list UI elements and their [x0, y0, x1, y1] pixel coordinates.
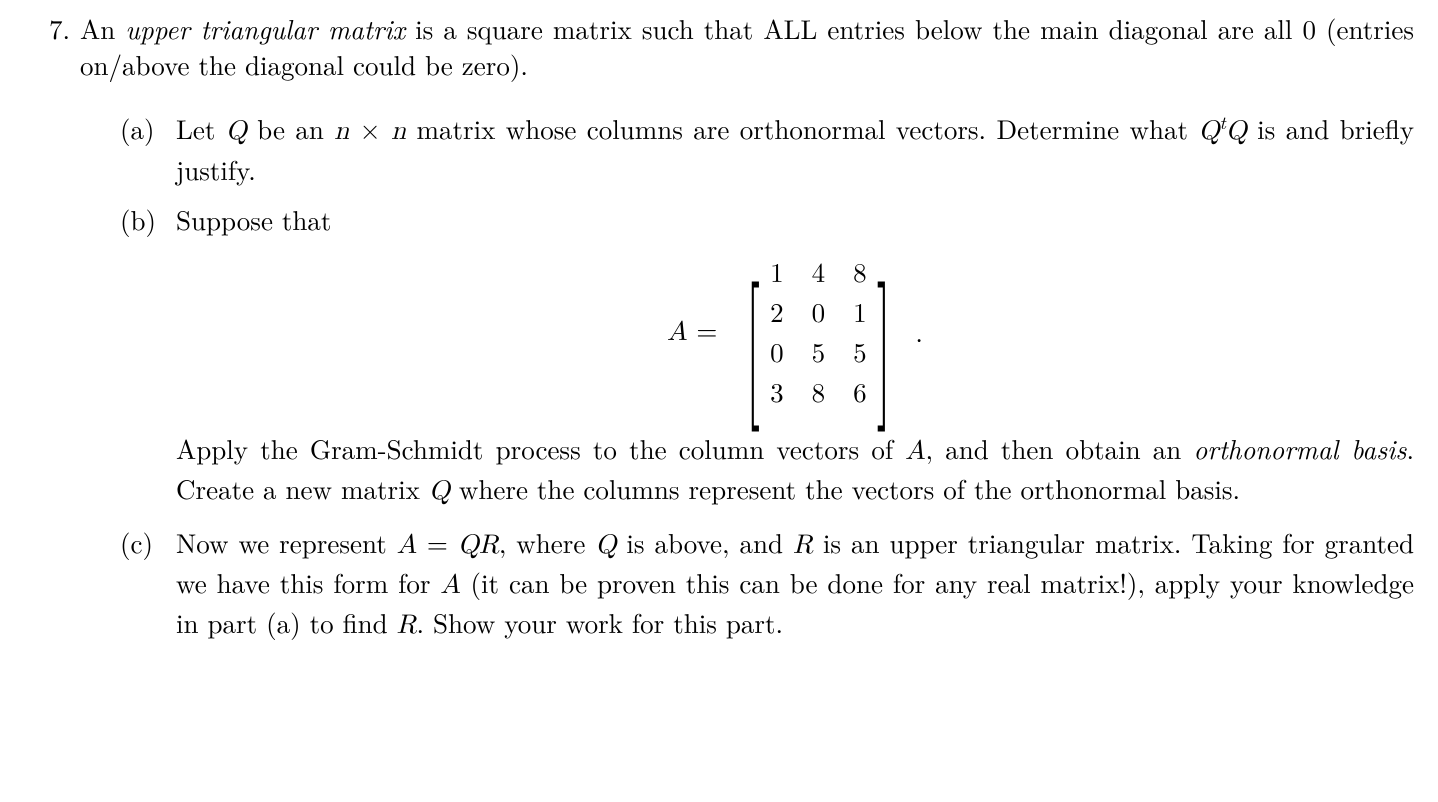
part-b: (b) Suppose that A = [ 1 [120, 201, 1414, 510]
a-text-2: be an [247, 109, 334, 147]
c-R3: R [397, 612, 417, 639]
matrix-row: 1 4 8 [756, 251, 881, 291]
problem-number: 7. [24, 10, 80, 46]
b2-text-1: Apply the Gram-Schmidt process to the co… [176, 429, 905, 467]
matrix-cell: 4 [798, 251, 840, 291]
a-times: × [349, 109, 391, 147]
c-A2: A [440, 572, 460, 599]
c-eq: = [417, 523, 458, 561]
b-eq-lhs: A = [667, 311, 717, 351]
b2-Q: Q [429, 478, 450, 505]
b-paragraph-2: Apply the Gram-Schmidt process to the co… [176, 430, 1414, 510]
intro-term: upper triangular matrix [125, 9, 405, 47]
b-eq-equals: = [687, 310, 717, 348]
problem-body: An upper triangular matrix is a square m… [80, 10, 1414, 644]
part-a: (a) Let Q be an n × n matrix whose colum… [120, 110, 1414, 186]
b2-text-2: , and then obtain an [926, 429, 1194, 467]
matrix-row: 2 0 1 [756, 291, 881, 331]
matrix-cell: 8 [839, 251, 881, 291]
c-text-1: Now we represent [176, 523, 397, 561]
matrix-cell: 2 [756, 291, 798, 331]
part-b-body: Suppose that A = [ 1 4 [176, 201, 1414, 510]
matrix-cell: 1 [756, 251, 798, 291]
matrix-cell: 0 [756, 331, 798, 371]
c-R2: R [793, 532, 813, 559]
a-text-1: Let [176, 109, 226, 147]
problem-page: 7. An upper triangular matrix is a squar… [0, 0, 1438, 802]
b-eq-A: A [667, 319, 687, 346]
b2-A: A [905, 438, 925, 465]
c-R: R [479, 532, 499, 559]
a-QtQ-Q2: Q [1226, 118, 1247, 145]
matrix-cell: 1 [839, 291, 881, 331]
part-c-body: Now we represent A = QR, where Q is abov… [176, 524, 1414, 645]
b-display-equation: A = [ 1 4 8 [176, 251, 1414, 412]
c-A: A [397, 532, 417, 559]
matrix-cell: 8 [798, 371, 840, 411]
part-a-label: (a) [120, 110, 176, 146]
c-Q2: Q [595, 532, 616, 559]
a-n2: n [391, 118, 406, 145]
c-text-3: is above, and [616, 523, 793, 561]
b-eq-period: . [915, 313, 923, 349]
a-n1: n [334, 118, 349, 145]
right-bracket-icon: ] [876, 273, 891, 390]
b2-term: orthonormal basis [1194, 429, 1407, 467]
matrix-row: 3 8 6 [756, 371, 881, 411]
matrix-cell: 5 [839, 331, 881, 371]
problem-intro: An upper triangular matrix is a square m… [80, 10, 1414, 82]
part-c: (c) Now we represent A = QR, where Q is … [120, 524, 1414, 645]
c-text-2: , where [499, 523, 596, 561]
b2-text-4: where the columns represent the vectors … [450, 469, 1240, 507]
intro-text-1: An [80, 9, 125, 47]
c-text-6: . Show your work for this part. [417, 603, 784, 641]
b-matrix-table: 1 4 8 2 0 1 [756, 251, 881, 412]
b-matrix: [ 1 4 8 2 0 [732, 251, 904, 412]
matrix-cell: 0 [798, 291, 840, 331]
matrix-row: 0 5 5 [756, 331, 881, 371]
matrix-cell: 6 [839, 371, 881, 411]
problem: 7. An upper triangular matrix is a squar… [24, 10, 1414, 644]
a-QtQ-Q1: Q [1198, 118, 1219, 145]
a-Q: Q [226, 118, 247, 145]
matrix-cell: 3 [756, 371, 798, 411]
c-Q: Q [458, 532, 479, 559]
a-text-3: matrix whose columns are orthonormal vec… [406, 109, 1198, 147]
b-lead: Suppose that [176, 201, 1414, 237]
part-c-label: (c) [120, 524, 176, 560]
part-b-label: (b) [120, 201, 176, 237]
subparts: (a) Let Q be an n × n matrix whose colum… [80, 110, 1414, 644]
part-a-body: Let Q be an n × n matrix whose columns a… [176, 110, 1414, 186]
left-bracket-icon: [ [746, 273, 761, 390]
matrix-cell: 5 [798, 331, 840, 371]
